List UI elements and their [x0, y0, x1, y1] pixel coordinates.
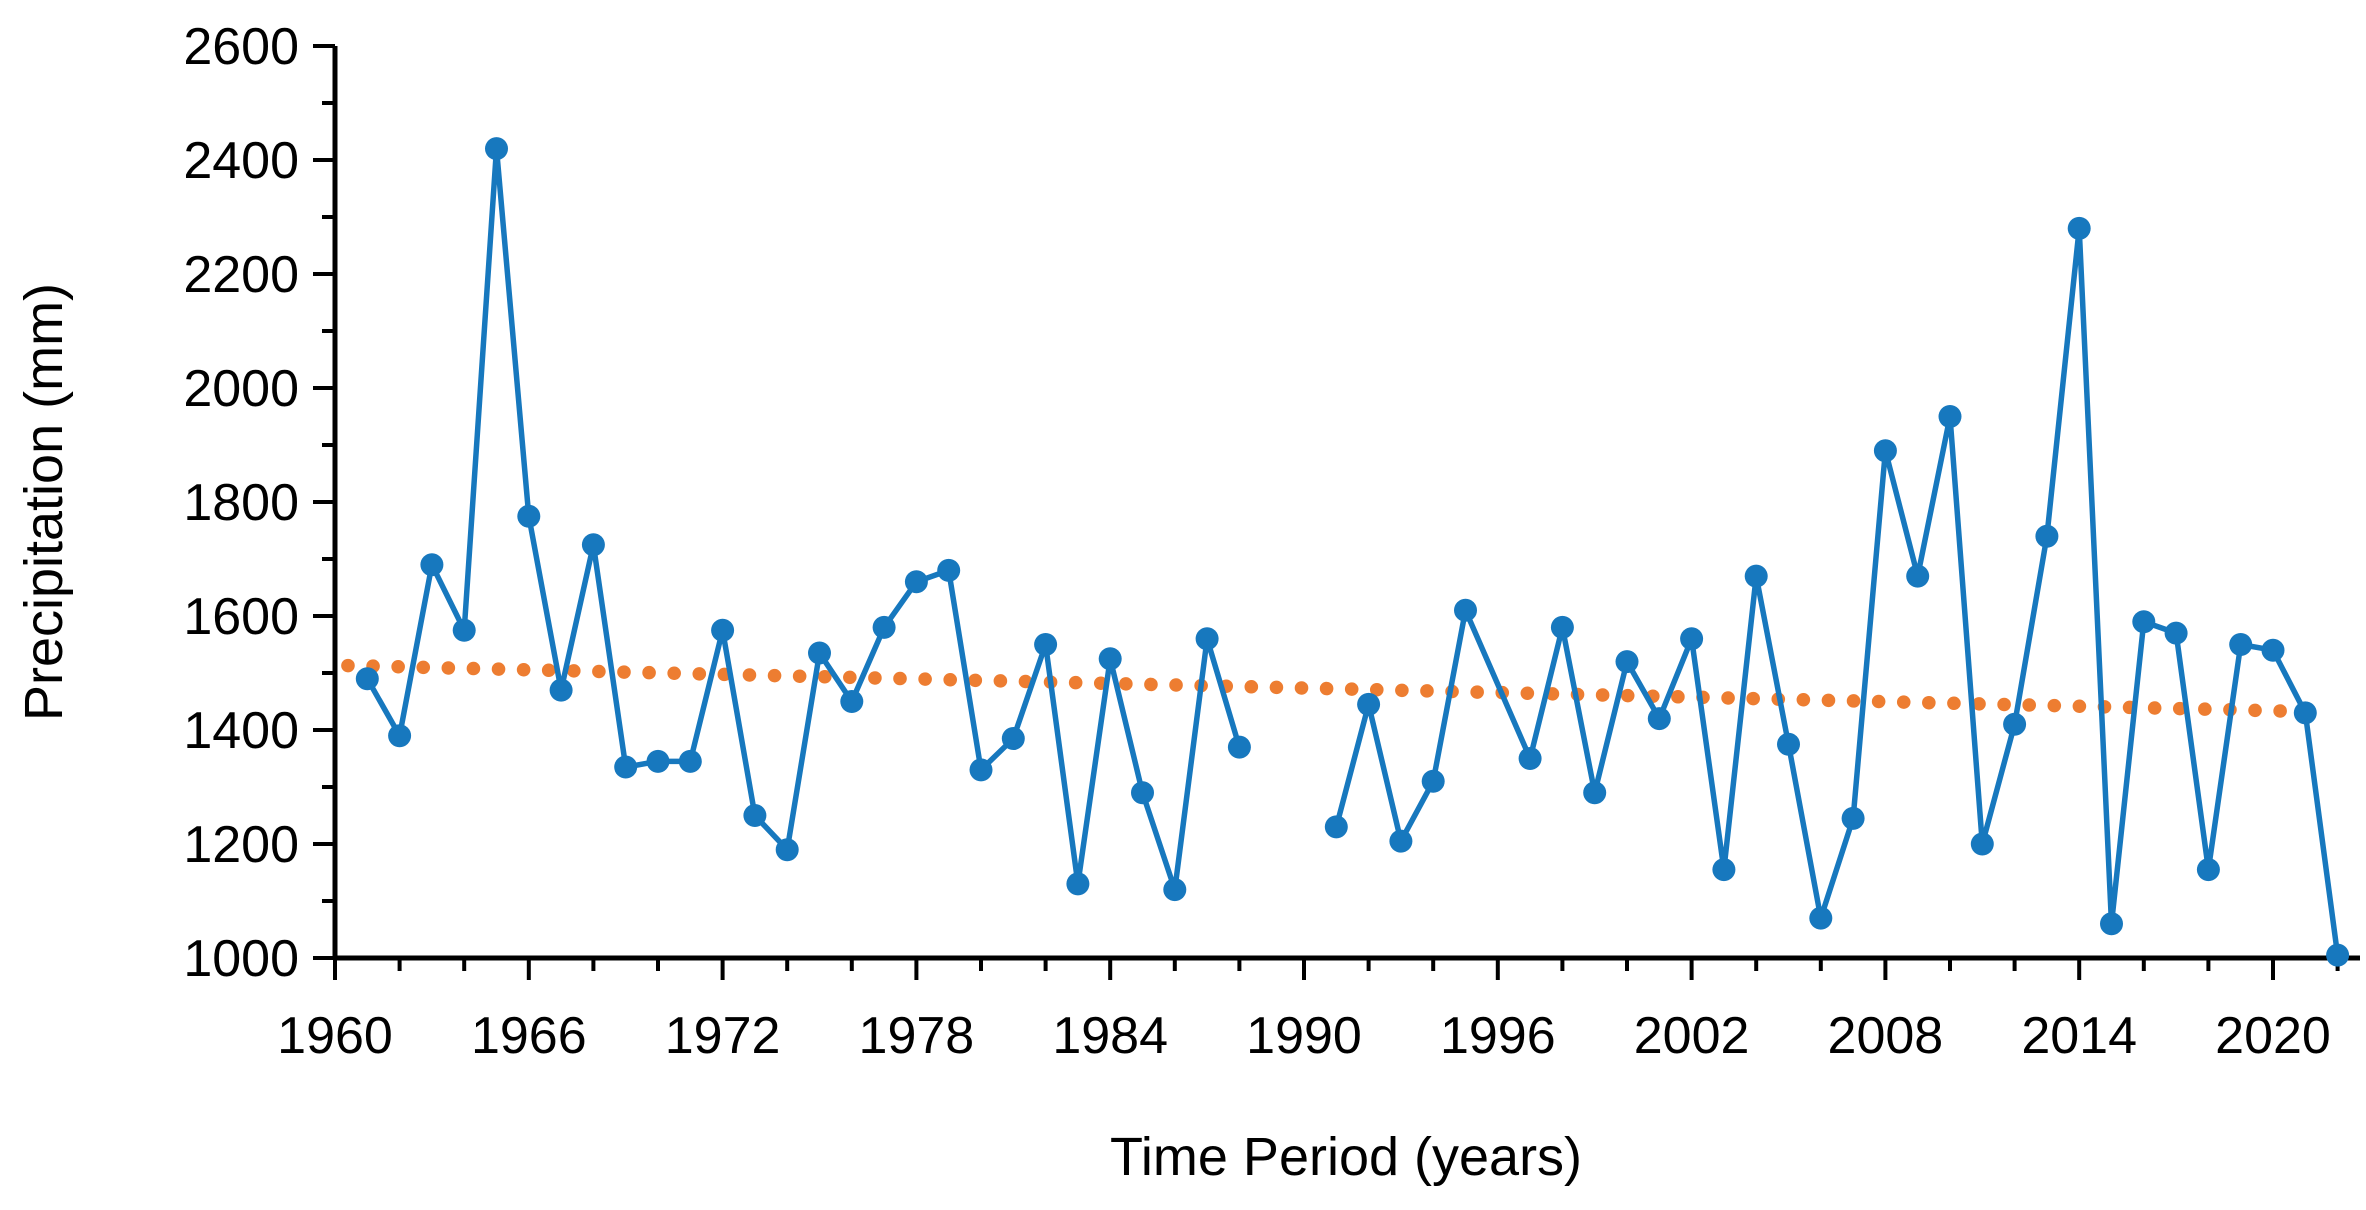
- data-point-marker: [840, 690, 864, 713]
- y-tick-label: 1400: [183, 702, 299, 760]
- y-tick-label: 1200: [183, 816, 299, 874]
- data-point-marker: [2003, 712, 2027, 736]
- y-tick-label: 2600: [183, 18, 299, 76]
- data-point-marker: [1680, 627, 1704, 651]
- data-point-marker: [1712, 858, 1736, 882]
- data-point-marker: [1195, 627, 1219, 651]
- y-tick-label: 1800: [183, 474, 299, 532]
- x-tick-label: 1990: [1246, 1007, 1362, 1065]
- data-point-marker: [2196, 858, 2220, 882]
- data-point-marker: [1227, 735, 1251, 759]
- trend-dotted-line: [341, 658, 2322, 719]
- data-point-marker: [1841, 806, 1865, 830]
- data-point-marker: [808, 641, 831, 665]
- data-point-marker: [1454, 598, 1477, 622]
- data-point-marker: [872, 615, 896, 639]
- x-tick-label: 2002: [1634, 1007, 1750, 1065]
- x-tick-label: 2014: [2021, 1007, 2137, 1065]
- data-point-marker: [2261, 638, 2285, 662]
- data-point-marker: [1034, 633, 1058, 656]
- data-point-marker: [1389, 829, 1413, 853]
- data-point-marker: [452, 618, 476, 642]
- series-line-segment: [1333, 225, 2341, 956]
- data-point-marker: [1001, 727, 1025, 751]
- data-point-marker: [1809, 906, 1833, 930]
- data-point-marker: [711, 618, 735, 642]
- y-axis-title: Precipitation (mm): [14, 283, 74, 721]
- precipitation-series: [355, 137, 2350, 967]
- data-point-marker: [355, 667, 379, 691]
- data-point-marker: [485, 137, 508, 161]
- axes: [332, 46, 2360, 961]
- x-tick-label: 1972: [665, 1007, 781, 1065]
- data-point-marker: [775, 838, 799, 862]
- data-point-marker: [1163, 878, 1187, 902]
- data-point-marker: [1357, 692, 1381, 716]
- data-point-marker: [646, 749, 670, 773]
- data-point-marker: [581, 533, 605, 557]
- data-point-marker: [1098, 647, 1122, 671]
- trend-line-series: [341, 658, 2322, 719]
- data-point-marker: [2067, 216, 2091, 240]
- data-point-marker: [1873, 439, 1897, 463]
- data-point-marker: [2229, 633, 2253, 656]
- data-point-marker: [1938, 405, 1962, 428]
- data-point-marker: [1583, 781, 1607, 805]
- data-point-marker: [2132, 610, 2156, 634]
- data-point-marker: [388, 724, 412, 748]
- y-tick-label: 1000: [183, 930, 299, 988]
- x-tick-label: 1966: [471, 1007, 587, 1065]
- series-line-segment: [364, 145, 1243, 893]
- data-point-marker: [614, 755, 638, 779]
- x-tick-label: 1984: [1052, 1007, 1168, 1065]
- data-point-marker: [1550, 615, 1574, 639]
- data-point-marker: [549, 678, 573, 702]
- data-point-marker: [1906, 564, 1930, 588]
- data-point-marker: [1066, 872, 1090, 896]
- data-point-marker: [1131, 781, 1154, 805]
- data-point-marker: [420, 553, 444, 577]
- y-tick-label: 2200: [183, 246, 299, 304]
- data-point-marker: [743, 804, 767, 827]
- data-point-marker: [1518, 747, 1542, 770]
- data-point-marker: [517, 504, 541, 528]
- data-point-marker: [937, 558, 961, 582]
- y-tick-label: 2000: [183, 360, 299, 418]
- axis-ticks: [313, 44, 2340, 980]
- tick-labels: 1000 1200 1400 1600 1800 2000 2200 2400 2600 1960…: [183, 18, 2331, 1065]
- data-point-marker: [2100, 912, 2123, 936]
- y-tick-label: 1600: [183, 588, 299, 646]
- x-tick-label: 1996: [1440, 1007, 1556, 1065]
- x-tick-label: 1960: [277, 1007, 393, 1065]
- data-point-marker: [2326, 943, 2350, 967]
- x-tick-label: 2020: [2215, 1007, 2331, 1065]
- data-point-marker: [1744, 564, 1768, 588]
- data-point-marker: [2035, 524, 2059, 548]
- x-axis-title: Time Period (years): [1110, 1127, 1582, 1187]
- data-point-marker: [1970, 832, 1994, 856]
- data-point-marker: [678, 749, 702, 773]
- data-point-marker: [2293, 701, 2317, 725]
- data-point-marker: [969, 758, 993, 782]
- data-point-marker: [1647, 707, 1671, 731]
- data-point-marker: [1421, 769, 1445, 793]
- y-tick-label: 2400: [183, 132, 299, 190]
- x-tick-label: 2008: [1828, 1007, 1944, 1065]
- data-point-marker: [1777, 732, 1800, 756]
- x-tick-label: 1978: [859, 1007, 975, 1065]
- data-point-marker: [1615, 650, 1639, 674]
- data-point-marker: [904, 570, 928, 594]
- data-point-marker: [2164, 621, 2188, 645]
- data-point-marker: [1324, 815, 1348, 839]
